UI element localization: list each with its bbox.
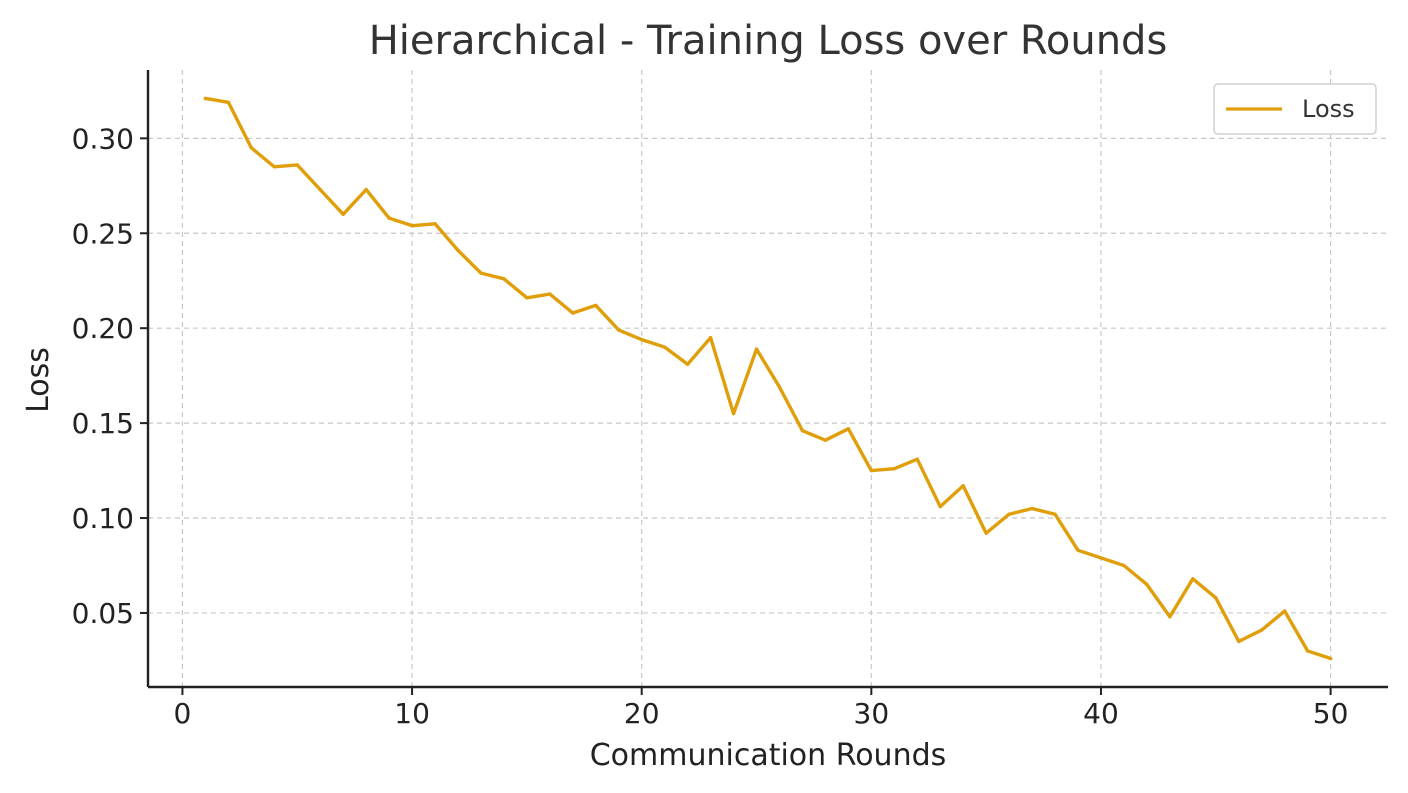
- data-point: [1007, 512, 1011, 516]
- data-point: [1122, 563, 1126, 568]
- data-point: [364, 187, 368, 192]
- data-point: [1053, 512, 1057, 516]
- data-point: [548, 292, 552, 296]
- data-point: [1237, 639, 1241, 644]
- data-point: [1099, 556, 1103, 560]
- chart-title: Hierarchical - Training Loss over Rounds: [369, 18, 1168, 64]
- data-point: [640, 337, 644, 342]
- data-point: [479, 271, 483, 275]
- x-tick-label: 20: [624, 697, 660, 730]
- data-point: [1076, 548, 1080, 553]
- data-point: [295, 163, 299, 167]
- data-point: [226, 100, 231, 104]
- data-point: [387, 216, 391, 220]
- data-point: [869, 468, 874, 473]
- data-point: [203, 96, 208, 101]
- data-point: [341, 212, 345, 216]
- data-point: [571, 311, 575, 315]
- data-point: [1145, 582, 1149, 587]
- data-point: [1305, 649, 1310, 653]
- data-point: [846, 427, 851, 431]
- data-point: [272, 165, 276, 169]
- data-point: [249, 146, 254, 150]
- data-point: [617, 328, 621, 332]
- data-point: [662, 345, 667, 349]
- legend-box: [1213, 83, 1377, 135]
- data-point: [594, 303, 598, 308]
- data-point: [708, 335, 713, 340]
- data-point: [525, 296, 529, 300]
- data-point: [961, 484, 965, 488]
- data-point: [318, 187, 322, 192]
- x-tick-label: 50: [1313, 697, 1349, 730]
- data-point: [800, 429, 805, 433]
- data-point: [1030, 506, 1034, 511]
- data-point: [685, 362, 690, 366]
- y-tick-label: 0.30: [72, 122, 134, 155]
- x-tick-label: 40: [1083, 697, 1119, 730]
- legend: Loss: [1213, 83, 1377, 135]
- y-tick-label: 0.15: [72, 407, 134, 440]
- series-layer: [203, 96, 1333, 661]
- data-point: [731, 411, 736, 416]
- y-tick-label: 0.20: [72, 312, 134, 345]
- data-point: [1328, 656, 1333, 661]
- y-tick-label: 0.25: [72, 217, 134, 250]
- ticks: 0 10 20 30 40 50 0.05 0.10 0.15 0.20 0.25 0.30: [72, 122, 1349, 730]
- data-point: [502, 277, 506, 281]
- y-tick-label: 0.10: [72, 502, 134, 535]
- data-point: [1282, 609, 1287, 613]
- grid: [148, 70, 1388, 687]
- data-point: [1168, 615, 1172, 619]
- data-point: [938, 504, 942, 509]
- data-point: [1191, 577, 1195, 581]
- data-point: [1214, 596, 1218, 600]
- data-point: [456, 248, 460, 253]
- y-tick-label: 0.05: [72, 597, 134, 630]
- series-line-loss: [203, 96, 1333, 661]
- y-axis-label: Loss: [21, 347, 56, 413]
- data-point: [433, 222, 437, 226]
- x-tick-label: 10: [394, 697, 430, 730]
- x-tick-label: 30: [854, 697, 890, 730]
- x-axis-label: Communication Rounds: [590, 738, 947, 773]
- axes: [146, 70, 1388, 689]
- data-point: [984, 531, 988, 535]
- data-point: [915, 457, 919, 461]
- data-point: [410, 223, 414, 228]
- data-point: [777, 385, 782, 389]
- data-point: [823, 438, 828, 442]
- legend-label-loss: Loss: [1302, 95, 1355, 123]
- data-point: [1260, 628, 1264, 632]
- data-point: [754, 347, 759, 351]
- data-point: [892, 466, 896, 471]
- x-tick-label: 0: [174, 697, 192, 730]
